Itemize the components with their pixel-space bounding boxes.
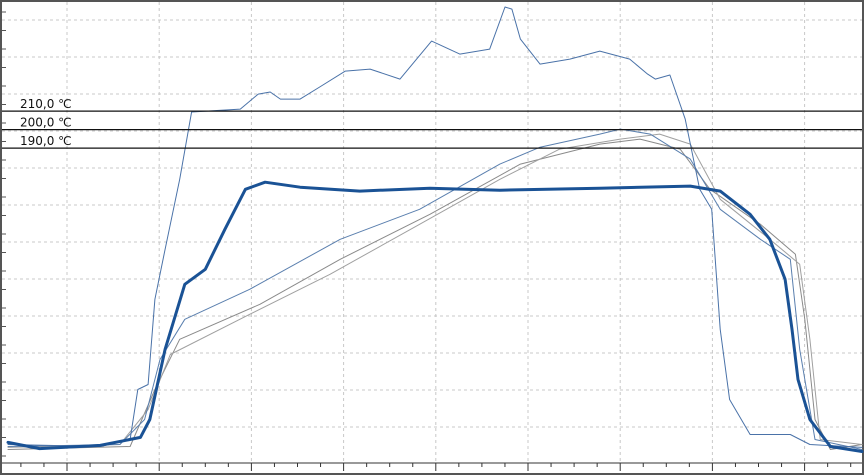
reference-label: 210,0 ℃ [20,97,72,111]
series-line [6,180,864,453]
series-line [7,133,863,448]
plot: 210,0 ℃ 200,0 ℃ 190,0 ℃ [2,6,864,453]
series-line [7,6,863,448]
reference-label: 200,0 ℃ [20,116,72,130]
series-line [7,138,863,450]
reference-label: 190,0 ℃ [20,134,72,148]
